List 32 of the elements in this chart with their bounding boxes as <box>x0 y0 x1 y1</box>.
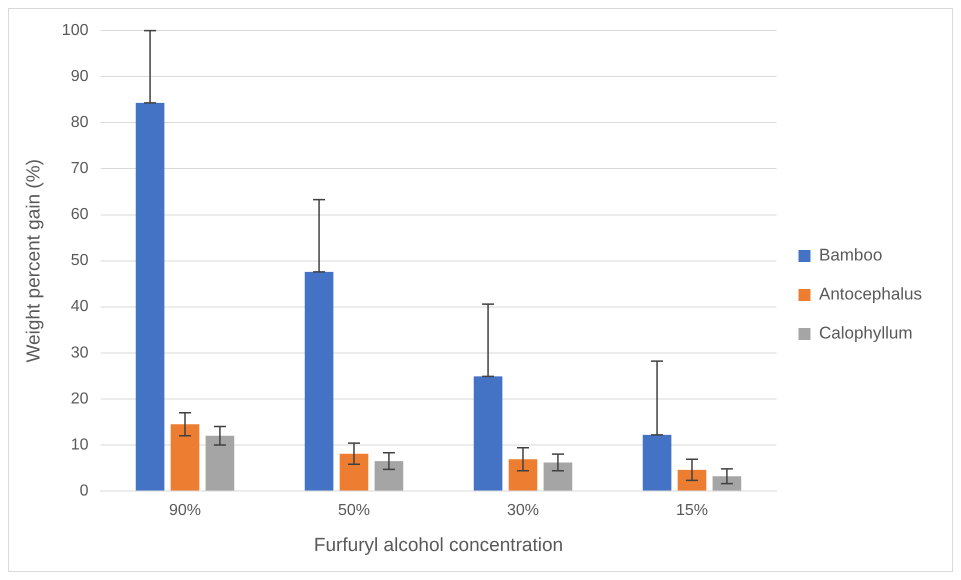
bar <box>170 424 200 490</box>
bar <box>474 376 502 490</box>
bar <box>304 272 334 490</box>
y-tick-label: 70 <box>70 160 89 178</box>
bar <box>136 102 164 490</box>
y-tick-label: 10 <box>70 436 89 454</box>
bar <box>544 462 572 490</box>
bar <box>206 436 234 490</box>
y-tick-label: 20 <box>70 390 89 408</box>
y-tick-label: 0 <box>80 482 89 500</box>
bar <box>374 461 404 490</box>
legend-label: Antocephalus <box>818 284 922 304</box>
legend-label: Calophyllum <box>818 324 913 343</box>
y-tick-label: 90 <box>70 68 89 86</box>
y-axis-title: Weight percent gain (%) <box>24 159 45 363</box>
bar <box>340 454 368 490</box>
legend-label: Bamboo <box>818 246 882 265</box>
bar <box>678 470 706 490</box>
x-tick-label: 50% <box>338 502 370 520</box>
x-tick-label: 90% <box>168 502 202 520</box>
bar <box>712 476 742 490</box>
x-tick-label: 15% <box>676 502 708 520</box>
y-tick-label: 50 <box>70 252 89 270</box>
y-tick-label: 60 <box>70 206 89 224</box>
y-tick-label: 40 <box>70 298 89 316</box>
y-tick-label: 30 <box>70 344 89 362</box>
y-tick-label: 80 <box>70 114 89 132</box>
bar <box>642 434 672 490</box>
x-axis-title: Furfuryl alcohol concentration <box>314 534 564 556</box>
y-tick-label: 100 <box>62 22 89 40</box>
bar <box>508 459 538 490</box>
x-tick-label: 30% <box>506 502 539 520</box>
